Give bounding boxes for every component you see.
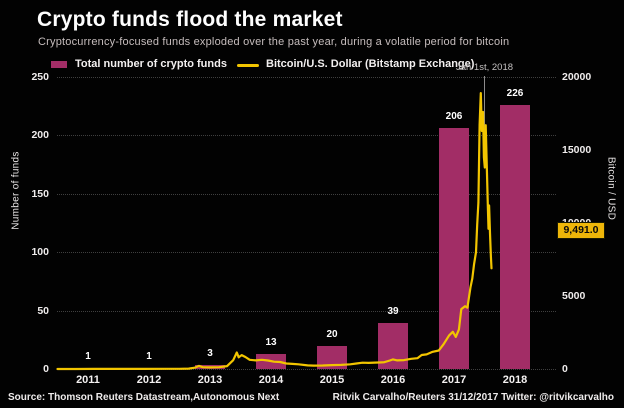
bar-value-label: 226 (506, 88, 524, 100)
x-axis-year-label: 2011 (76, 374, 100, 386)
right-tick-label: 20000 (562, 71, 592, 83)
bar-value-label: 39 (387, 306, 399, 318)
crypto-funds-bar (378, 323, 408, 369)
gridline (57, 135, 556, 137)
source-text: Source: Thomson Reuters Datastream,Auton… (8, 392, 280, 403)
left-tick-label: 100 (31, 246, 49, 259)
legend-bar-swatch (51, 61, 67, 68)
x-axis-year-label: 2013 (197, 374, 223, 386)
crypto-funds-bar (134, 367, 164, 369)
left-tick-label: 0 (43, 363, 49, 375)
bar-value-label: 206 (445, 111, 463, 123)
left-tick-label: 250 (31, 71, 49, 83)
credit-text: Ritvik Carvalho/Reuters 31/12/2017 Twitt… (332, 392, 614, 403)
left-tick-label: 150 (31, 187, 49, 200)
jan-2018-annotation: Jan 1st, 2018 (455, 62, 514, 73)
legend-line-swatch (237, 64, 259, 67)
x-axis-year-label: 2016 (380, 374, 406, 386)
crypto-funds-bar (439, 128, 469, 369)
right-tick-label: 5000 (562, 290, 586, 302)
left-axis-title: Number of funds (10, 151, 22, 230)
x-axis-year-label: 2017 (441, 374, 467, 386)
legend-line-label: Bitcoin/U.S. Dollar (Bitstamp Exchange) (266, 58, 475, 70)
crypto-funds-bar (195, 365, 225, 369)
bar-value-label: 20 (326, 328, 338, 340)
gridline (57, 193, 556, 195)
bar-value-label: 1 (146, 350, 152, 362)
left-tick-label: 50 (37, 304, 49, 317)
right-axis-title: Bitcoin / USD (605, 156, 617, 221)
crypto-funds-bar (500, 105, 530, 369)
bar-value-label: 3 (207, 348, 213, 360)
crypto-funds-bar (317, 345, 347, 369)
gridline (57, 77, 556, 78)
gridline (57, 369, 556, 370)
x-axis-year-label: 2014 (258, 374, 284, 386)
gridline (57, 310, 556, 312)
right-tick-label: 0 (562, 363, 568, 375)
chart-subtitle: Cryptocurrency-focused funds exploded ov… (38, 36, 510, 48)
gridline (57, 252, 556, 254)
x-axis-year-label: 2012 (136, 374, 162, 386)
right-tick-label: 15000 (562, 144, 592, 156)
x-axis-year-label: 2018 (502, 374, 528, 386)
bitcoin-price-tag: 9,491.0 (557, 222, 605, 240)
page-title: Crypto funds flood the market (37, 8, 343, 31)
bar-value-label: 1 (85, 350, 91, 362)
crypto-funds-bar (256, 353, 286, 369)
legend-bar-label: Total number of crypto funds (75, 58, 227, 70)
legend: Total number of crypto funds Bitcoin/U.S… (0, 58, 624, 74)
left-tick-label: 200 (31, 129, 49, 142)
crypto-funds-bar (73, 367, 103, 369)
bar-value-label: 13 (265, 336, 277, 348)
jan-2018-marker-line (483, 76, 486, 144)
x-axis-year-label: 2015 (319, 374, 345, 386)
